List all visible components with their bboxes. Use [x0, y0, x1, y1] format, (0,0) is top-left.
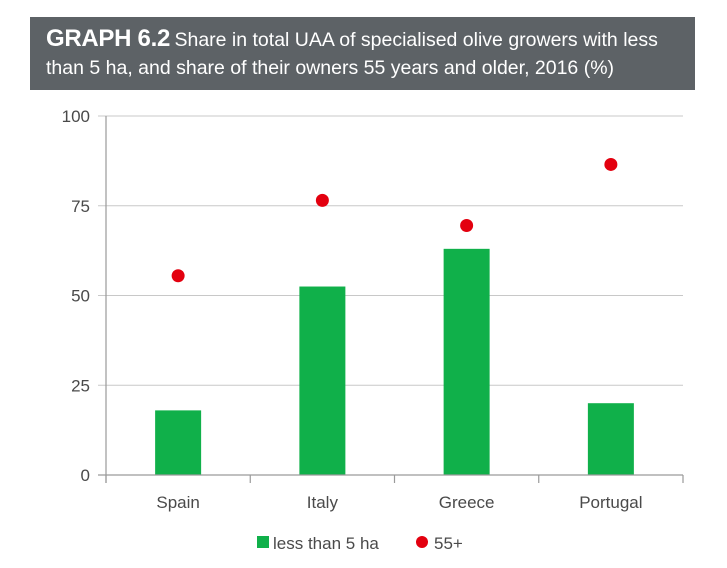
bar-italy: [299, 286, 346, 475]
legend: less than 5 ha 55+: [257, 534, 463, 553]
chart-title: Share in total UAA of specialised olive …: [46, 29, 658, 79]
dot-greece: [460, 218, 474, 232]
x-tick-label: Spain: [156, 493, 199, 512]
axes: 0 25 50 75 100 Spain Italy Greece Portugal: [62, 107, 684, 512]
bar-greece: [443, 248, 490, 475]
y-tick-label: 50: [71, 287, 90, 306]
title-banner: GRAPH 6.2 Share in total UAA of speciali…: [30, 17, 695, 90]
gridlines: [98, 115, 683, 386]
y-tick-label: 25: [71, 376, 90, 395]
legend-bar-swatch: [257, 536, 269, 548]
x-tick-label: Portugal: [579, 493, 642, 512]
y-tick-label: 0: [81, 466, 90, 485]
x-tick-label: Italy: [307, 493, 339, 512]
bar-spain: [155, 410, 202, 475]
legend-dot-swatch: [416, 536, 428, 548]
dots: [171, 157, 618, 283]
bar-portugal: [587, 403, 634, 475]
legend-label-dot: 55+: [434, 534, 463, 553]
dot-portugal: [604, 157, 618, 171]
bars: [155, 248, 634, 475]
dot-italy: [315, 193, 329, 207]
dot-spain: [171, 269, 185, 283]
y-tick-label: 100: [62, 107, 90, 126]
y-tick-label: 75: [71, 197, 90, 216]
legend-label-bar: less than 5 ha: [273, 534, 379, 553]
x-tick-label: Greece: [439, 493, 495, 512]
graph-number-label: GRAPH 6.2: [46, 25, 171, 52]
